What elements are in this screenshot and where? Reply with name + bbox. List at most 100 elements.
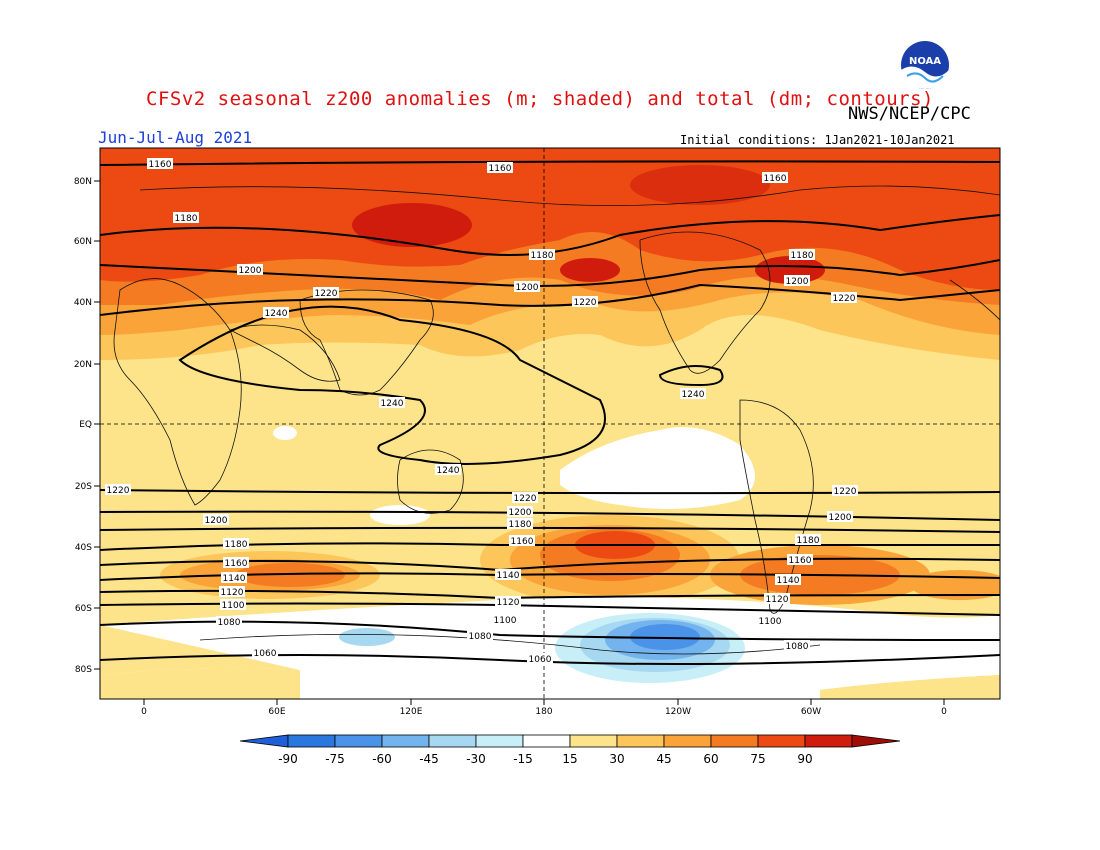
contour-label-text: 1220 <box>514 494 537 504</box>
contour-label: 1220 <box>313 287 339 299</box>
contour-label-text: 1080 <box>218 618 241 628</box>
contour-label: 1160 <box>762 172 788 184</box>
contour-label: 1120 <box>764 593 790 605</box>
colorbar-label: 15 <box>562 752 577 766</box>
contour-label: 1220 <box>105 484 131 496</box>
lat-tick-label: 60N <box>74 237 92 247</box>
contour-label: 1220 <box>512 492 538 504</box>
noaa-logo-text: NOAA <box>909 56 941 67</box>
contour-label-text: 1200 <box>239 266 262 276</box>
contour-label: 1140 <box>221 572 247 584</box>
colorbar-swatch <box>334 734 383 748</box>
contour-label-text: 1160 <box>764 174 787 184</box>
contour-label: 1060 <box>527 653 553 665</box>
colorbar-label: 30 <box>609 752 624 766</box>
contour-label: 1140 <box>495 569 521 581</box>
contour-label-text: 1240 <box>381 399 404 409</box>
colorbar-swatch <box>757 734 806 748</box>
contour-label-text: 1220 <box>833 294 856 304</box>
lat-tick-label: EQ <box>79 420 92 430</box>
contour-label: 1160 <box>787 554 813 566</box>
lon-tick-label: 120W <box>665 707 691 717</box>
contour-label: 1180 <box>173 212 199 224</box>
contour-label-text: 1140 <box>497 571 520 581</box>
contour-label: 1140 <box>775 574 801 586</box>
coastlines <box>113 185 1000 655</box>
lon-tick-label: 60E <box>268 707 285 717</box>
contour-label: 1120 <box>219 586 245 598</box>
contour-label-text: 1200 <box>509 508 532 518</box>
contour-label: 1200 <box>203 514 229 526</box>
contour-label-text: 1240 <box>437 466 460 476</box>
contour-label: 1100 <box>757 615 783 627</box>
colorbar-swatch <box>522 734 571 748</box>
contour-label: 1200 <box>784 275 810 287</box>
contour-label-text: 1180 <box>797 536 820 546</box>
colorbar-label: -60 <box>372 752 392 766</box>
contour-label-text: 1220 <box>315 289 338 299</box>
contour-label-text: 1180 <box>175 214 198 224</box>
colorbar-label: 75 <box>750 752 765 766</box>
contour-label-text: 1160 <box>511 537 534 547</box>
lat-tick-label: 20N <box>74 360 92 370</box>
colorbar-label: 90 <box>797 752 812 766</box>
noaa-logo: NOAA <box>901 41 949 89</box>
colorbar-arrow-left <box>239 734 289 748</box>
lon-tick-label: 60W <box>801 707 821 717</box>
contour-label: 1080 <box>467 630 493 642</box>
lat-tick-label: 40S <box>75 543 92 553</box>
contour-label: 1160 <box>223 557 249 569</box>
contour-label-text: 1060 <box>529 655 552 665</box>
contour-label: 1180 <box>795 534 821 546</box>
contour-label-text: 1160 <box>789 556 812 566</box>
contour-label-text: 1220 <box>107 486 130 496</box>
colorbar-swatch <box>475 734 524 748</box>
contour-label-text: 1140 <box>777 576 800 586</box>
contour-label-text: 1200 <box>205 516 228 526</box>
contour-label-text: 1200 <box>516 283 539 293</box>
contour-label: 1200 <box>237 264 263 276</box>
contour-label: 1220 <box>831 292 857 304</box>
colorbar-label: 45 <box>656 752 671 766</box>
contour-label: 1180 <box>507 518 533 530</box>
colorbar-swatch <box>569 734 618 748</box>
lat-tick-label: 80S <box>75 665 92 675</box>
latitude-ticks: 80N 60N 40N 20N EQ 20S 40S 60S 80S <box>74 177 100 675</box>
contour-label: 1200 <box>514 281 540 293</box>
contour-label-text: 1120 <box>497 598 520 608</box>
contour-label-text: 1240 <box>265 309 288 319</box>
contour-label: 1240 <box>263 307 289 319</box>
colorbar: -90 -75 -60 -45 -30 -15 15 30 45 60 75 90 <box>239 734 901 766</box>
contour-label: 1240 <box>379 397 405 409</box>
contour-label-text: 1140 <box>223 574 246 584</box>
lat-tick-label: 60S <box>75 604 92 614</box>
lon-tick-label: 120E <box>400 707 423 717</box>
contour-label: 1100 <box>220 599 246 611</box>
contour-label: 1220 <box>832 485 858 497</box>
contour-label-text: 1220 <box>574 298 597 308</box>
contour-label-text: 1160 <box>489 164 512 174</box>
contour-label-text: 1100 <box>222 601 245 611</box>
colorbar-swatch <box>804 734 853 748</box>
contour-label: 1220 <box>572 296 598 308</box>
contour-label: 1180 <box>529 249 555 261</box>
longitude-ticks: 0 60E 120E 180 120W 60W 0 <box>141 699 947 717</box>
colorbar-swatch <box>663 734 712 748</box>
lat-tick-label: 40N <box>74 298 92 308</box>
contour-label: 1180 <box>789 249 815 261</box>
contour-label-text: 1120 <box>221 588 244 598</box>
contour-label-text: 1180 <box>225 540 248 550</box>
contour-label: 1080 <box>216 616 242 628</box>
contour-label: 1200 <box>507 506 533 518</box>
contour-label-text: 1200 <box>786 277 809 287</box>
forecast-period: Jun-Jul-Aug 2021 <box>98 128 253 147</box>
contour-label-text: 1120 <box>766 595 789 605</box>
contour-label: 1180 <box>223 538 249 550</box>
contour-label-text: 1080 <box>469 632 492 642</box>
initial-conditions: Initial conditions: 1Jan2021-10Jan2021 <box>680 133 955 147</box>
agency-label: NWS/NCEP/CPC <box>848 104 971 124</box>
contour-label: 1060 <box>252 647 278 659</box>
contour-labels: 1160 1160 1160 1180 1180 1180 1200 1200 1200 1220… <box>105 158 858 665</box>
anomaly-shading <box>100 148 1000 699</box>
lon-tick-label: 0 <box>941 707 947 717</box>
